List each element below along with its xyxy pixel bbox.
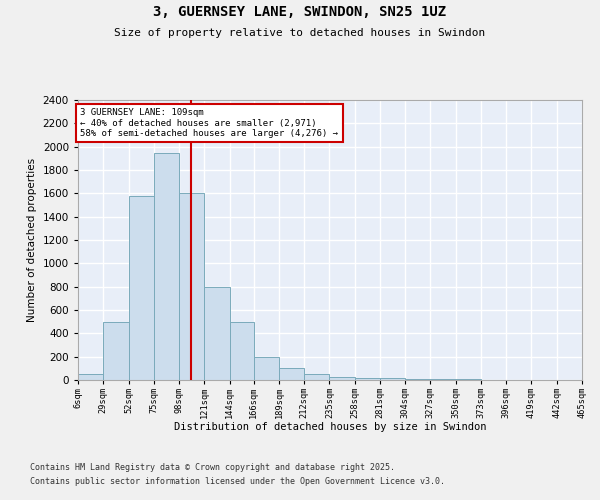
- Bar: [329, 376, 355, 380]
- Bar: [254, 356, 279, 380]
- Bar: [230, 322, 254, 380]
- Text: Distribution of detached houses by size in Swindon: Distribution of detached houses by size …: [174, 422, 486, 432]
- Bar: [279, 368, 304, 380]
- Bar: [128, 196, 154, 380]
- Bar: [355, 378, 380, 380]
- Bar: [405, 379, 430, 380]
- Bar: [430, 379, 456, 380]
- Bar: [103, 322, 128, 380]
- Bar: [304, 374, 329, 380]
- Text: Contains public sector information licensed under the Open Government Licence v3: Contains public sector information licen…: [30, 478, 445, 486]
- Text: Contains HM Land Registry data © Crown copyright and database right 2025.: Contains HM Land Registry data © Crown c…: [30, 462, 395, 471]
- Text: 3, GUERNSEY LANE, SWINDON, SN25 1UZ: 3, GUERNSEY LANE, SWINDON, SN25 1UZ: [154, 5, 446, 19]
- Text: Size of property relative to detached houses in Swindon: Size of property relative to detached ho…: [115, 28, 485, 38]
- Y-axis label: Number of detached properties: Number of detached properties: [27, 158, 37, 322]
- Bar: [78, 374, 103, 380]
- Bar: [380, 378, 405, 380]
- Bar: [179, 194, 204, 380]
- Bar: [204, 286, 230, 380]
- Bar: [154, 152, 179, 380]
- Text: 3 GUERNSEY LANE: 109sqm
← 40% of detached houses are smaller (2,971)
58% of semi: 3 GUERNSEY LANE: 109sqm ← 40% of detache…: [80, 108, 338, 138]
